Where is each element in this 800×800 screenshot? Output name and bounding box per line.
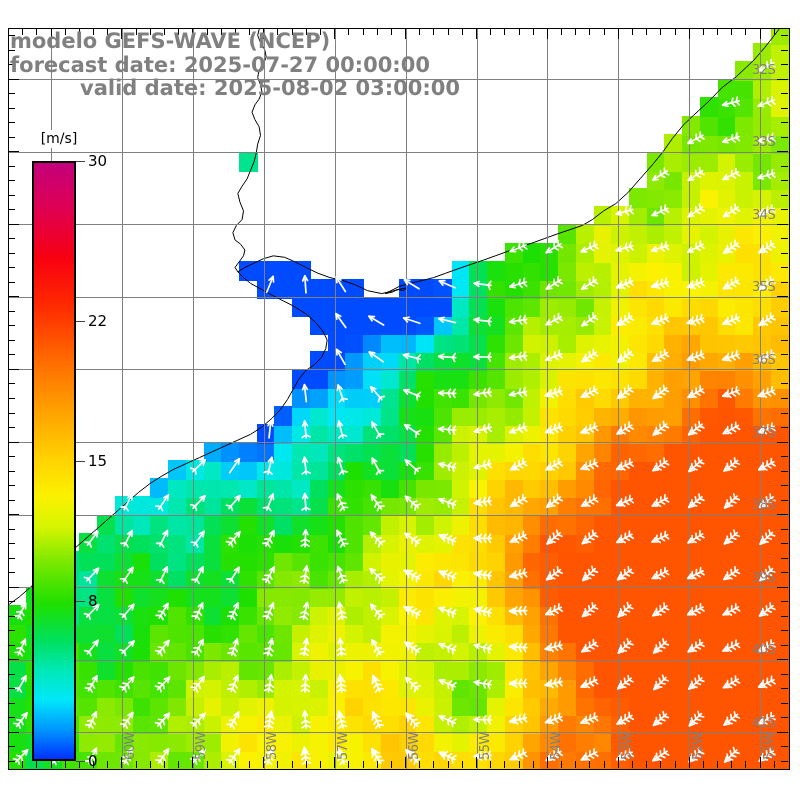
lat-label: 39S	[752, 570, 776, 586]
colorbar-tick-label: 8	[88, 592, 98, 610]
lat-label: 36S	[752, 352, 776, 368]
colorbar-tick	[76, 321, 85, 322]
lon-label: 60W	[123, 732, 139, 760]
lat-label: 40S	[752, 643, 776, 659]
lat-label: 41S	[752, 715, 776, 731]
map-title-block: modelo GEFS-WAVE (NCEP) forecast date: 2…	[10, 29, 530, 101]
wind-direction-arrows	[9, 29, 789, 769]
lat-label: 34S	[752, 207, 776, 223]
lon-label: 56W	[407, 732, 423, 760]
lon-label: 54W	[548, 732, 564, 760]
title-forecast-line: forecast date: 2025-07-27 00:00:00	[10, 52, 430, 77]
lat-label: 38S	[752, 498, 776, 514]
title-valid-line: valid date: 2025-08-02 03:00:00	[80, 76, 460, 101]
lon-label: 52W	[690, 732, 706, 760]
colorbar-tick	[76, 461, 85, 462]
lat-label: 32S	[752, 62, 776, 78]
title-model-line: modelo GEFS-WAVE (NCEP)	[10, 29, 331, 53]
colorbar-tick-label: 22	[88, 312, 108, 330]
colorbar-tick-label: 0	[88, 752, 98, 770]
lon-label: 51W	[761, 732, 777, 760]
colorbar-gradient	[32, 161, 76, 761]
lat-label: 35S	[752, 280, 776, 296]
colorbar-tick-label: 30	[88, 152, 108, 170]
map-plot-frame	[8, 28, 790, 770]
lon-label: 59W	[194, 732, 210, 760]
lat-label: 33S	[752, 135, 776, 151]
lat-label: 37S	[752, 425, 776, 441]
colorbar-tick	[76, 761, 85, 762]
map-canvas-stack	[9, 29, 789, 769]
lon-label: 57W	[336, 732, 352, 760]
lon-label: 53W	[619, 732, 635, 760]
colorbar-tick-label: 15	[88, 452, 108, 470]
colorbar-tick	[76, 161, 85, 162]
colorbar-tick	[76, 601, 85, 602]
lon-label: 55W	[478, 732, 493, 760]
colorbar-unit-label: [m/s]	[28, 130, 90, 148]
lon-label: 58W	[265, 732, 281, 760]
